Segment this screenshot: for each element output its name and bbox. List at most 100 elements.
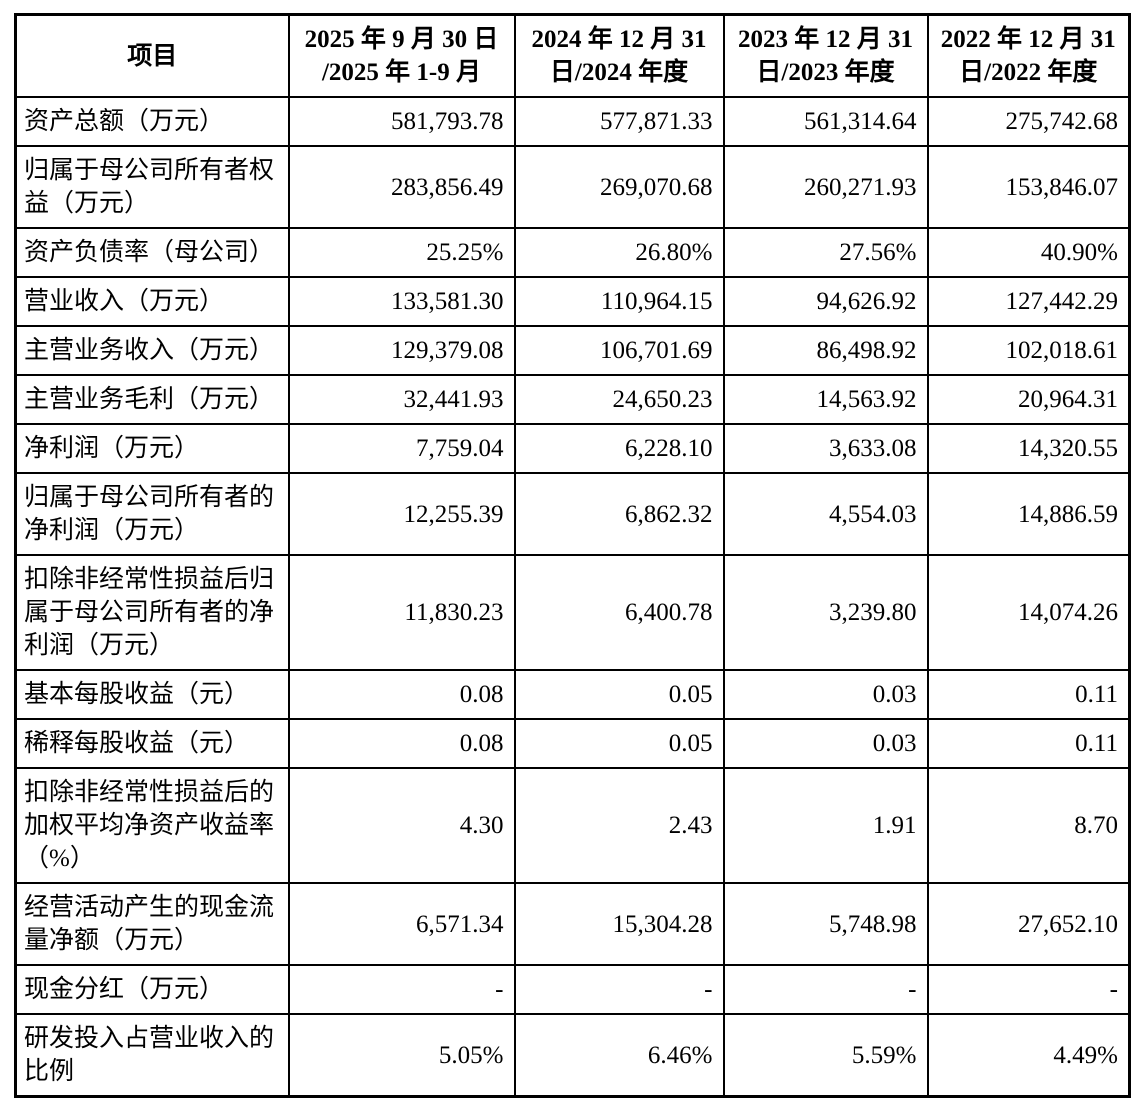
column-header-period-2023: 2023 年 12 月 31 日/2023 年度: [722, 13, 929, 98]
cell-value: 6.46%: [513, 1013, 725, 1098]
table-row: 主营业务毛利（万元） 32,441.93 24,650.23 14,563.92…: [14, 374, 1131, 425]
cell-value: 5.05%: [287, 1013, 516, 1098]
table-row: 基本每股收益（元） 0.08 0.05 0.03 0.11: [14, 669, 1131, 720]
cell-value: 27.56%: [722, 227, 929, 278]
cell-value: 40.90%: [926, 227, 1131, 278]
cell-value: 129,379.08: [287, 325, 516, 376]
cell-value: 577,871.33: [513, 96, 725, 147]
cell-value: -: [722, 964, 929, 1015]
row-label: 基本每股收益（元）: [14, 669, 290, 720]
cell-value: 25.25%: [287, 227, 516, 278]
row-label: 研发投入占营业收入的比例: [14, 1013, 290, 1098]
cell-value: 581,793.78: [287, 96, 516, 147]
cell-value: 0.11: [926, 669, 1131, 720]
row-label: 扣除非经常性损益后的加权平均净资产收益率（%）: [14, 767, 290, 884]
table-row: 经营活动产生的现金流量净额（万元） 6,571.34 15,304.28 5,7…: [14, 882, 1131, 966]
cell-value: 110,964.15: [513, 276, 725, 327]
cell-value: 0.03: [722, 669, 929, 720]
cell-value: 6,400.78: [513, 554, 725, 671]
column-header-period-2024: 2024 年 12 月 31 日/2024 年度: [513, 13, 725, 98]
cell-value: 153,846.07: [926, 145, 1131, 229]
cell-value: 0.05: [513, 669, 725, 720]
cell-value: 4,554.03: [722, 472, 929, 556]
cell-value: 275,742.68: [926, 96, 1131, 147]
cell-value: 269,070.68: [513, 145, 725, 229]
cell-value: 20,964.31: [926, 374, 1131, 425]
cell-value: 0.08: [287, 718, 516, 769]
cell-value: 0.03: [722, 718, 929, 769]
cell-value: 94,626.92: [722, 276, 929, 327]
cell-value: 26.80%: [513, 227, 725, 278]
cell-value: 561,314.64: [722, 96, 929, 147]
period-line: 日/2023 年度: [756, 59, 895, 86]
period-line: 2024 年 12 月 31: [531, 26, 707, 53]
cell-value: 11,830.23: [287, 554, 516, 671]
cell-value: 6,862.32: [513, 472, 725, 556]
cell-value: 133,581.30: [287, 276, 516, 327]
column-header-item-label: 项目: [127, 42, 178, 70]
table-row: 净利润（万元） 7,759.04 6,228.10 3,633.08 14,32…: [14, 423, 1131, 474]
cell-value: 5.59%: [722, 1013, 929, 1098]
table-row: 归属于母公司所有者权益（万元） 283,856.49 269,070.68 26…: [14, 145, 1131, 229]
table-row: 扣除非经常性损益后的加权平均净资产收益率（%） 4.30 2.43 1.91 8…: [14, 767, 1131, 884]
period-line: 2023 年 12 月 31: [737, 26, 913, 53]
cell-value: 0.11: [926, 718, 1131, 769]
table-row: 资产总额（万元） 581,793.78 577,871.33 561,314.6…: [14, 96, 1131, 147]
row-label: 营业收入（万元）: [14, 276, 290, 327]
cell-value: 127,442.29: [926, 276, 1131, 327]
table-header-row: 项目 2025 年 9 月 30 日 /2025 年 1-9 月 2024 年 …: [14, 13, 1131, 98]
row-label: 归属于母公司所有者的净利润（万元）: [14, 472, 290, 556]
row-label: 经营活动产生的现金流量净额（万元）: [14, 882, 290, 966]
cell-value: 12,255.39: [287, 472, 516, 556]
period-line: 2022 年 12 月 31: [940, 26, 1116, 53]
row-label: 资产总额（万元）: [14, 96, 290, 147]
cell-value: 15,304.28: [513, 882, 725, 966]
cell-value: 32,441.93: [287, 374, 516, 425]
cell-value: 2.43: [513, 767, 725, 884]
cell-value: 6,228.10: [513, 423, 725, 474]
column-header-period-2022: 2022 年 12 月 31 日/2022 年度: [926, 13, 1131, 98]
column-header-period-2025: 2025 年 9 月 30 日 /2025 年 1-9 月: [287, 13, 516, 98]
cell-value: 86,498.92: [722, 325, 929, 376]
table-row: 资产负债率（母公司） 25.25% 26.80% 27.56% 40.90%: [14, 227, 1131, 278]
cell-value: 0.08: [287, 669, 516, 720]
cell-value: 0.05: [513, 718, 725, 769]
cell-value: 27,652.10: [926, 882, 1131, 966]
cell-value: 14,886.59: [926, 472, 1131, 556]
cell-value: 1.91: [722, 767, 929, 884]
row-label: 净利润（万元）: [14, 423, 290, 474]
cell-value: 102,018.61: [926, 325, 1131, 376]
table-row: 研发投入占营业收入的比例 5.05% 6.46% 5.59% 4.49%: [14, 1013, 1131, 1098]
cell-value: 24,650.23: [513, 374, 725, 425]
period-line: 2025 年 9 月 30 日: [304, 26, 499, 53]
row-label: 归属于母公司所有者权益（万元）: [14, 145, 290, 229]
table-row: 主营业务收入（万元） 129,379.08 106,701.69 86,498.…: [14, 325, 1131, 376]
cell-value: 106,701.69: [513, 325, 725, 376]
period-line: /2025 年 1-9 月: [321, 59, 482, 86]
column-header-item: 项目: [14, 13, 290, 98]
table-row: 稀释每股收益（元） 0.08 0.05 0.03 0.11: [14, 718, 1131, 769]
cell-value: 8.70: [926, 767, 1131, 884]
table-row: 营业收入（万元） 133,581.30 110,964.15 94,626.92…: [14, 276, 1131, 327]
table-row: 现金分红（万元） - - - -: [14, 964, 1131, 1015]
cell-value: 3,239.80: [722, 554, 929, 671]
cell-value: 260,271.93: [722, 145, 929, 229]
cell-value: 3,633.08: [722, 423, 929, 474]
cell-value: 14,563.92: [722, 374, 929, 425]
cell-value: -: [926, 964, 1131, 1015]
row-label: 资产负债率（母公司）: [14, 227, 290, 278]
cell-value: 14,074.26: [926, 554, 1131, 671]
cell-value: 5,748.98: [722, 882, 929, 966]
cell-value: 6,571.34: [287, 882, 516, 966]
cell-value: 4.49%: [926, 1013, 1131, 1098]
table-row: 归属于母公司所有者的净利润（万元） 12,255.39 6,862.32 4,5…: [14, 472, 1131, 556]
cell-value: 7,759.04: [287, 423, 516, 474]
cell-value: -: [513, 964, 725, 1015]
cell-value: -: [287, 964, 516, 1015]
cell-value: 4.30: [287, 767, 516, 884]
row-label: 扣除非经常性损益后归属于母公司所有者的净利润（万元）: [14, 554, 290, 671]
period-line: 日/2024 年度: [549, 59, 689, 86]
row-label: 主营业务毛利（万元）: [14, 374, 290, 425]
row-label: 现金分红（万元）: [14, 964, 290, 1015]
